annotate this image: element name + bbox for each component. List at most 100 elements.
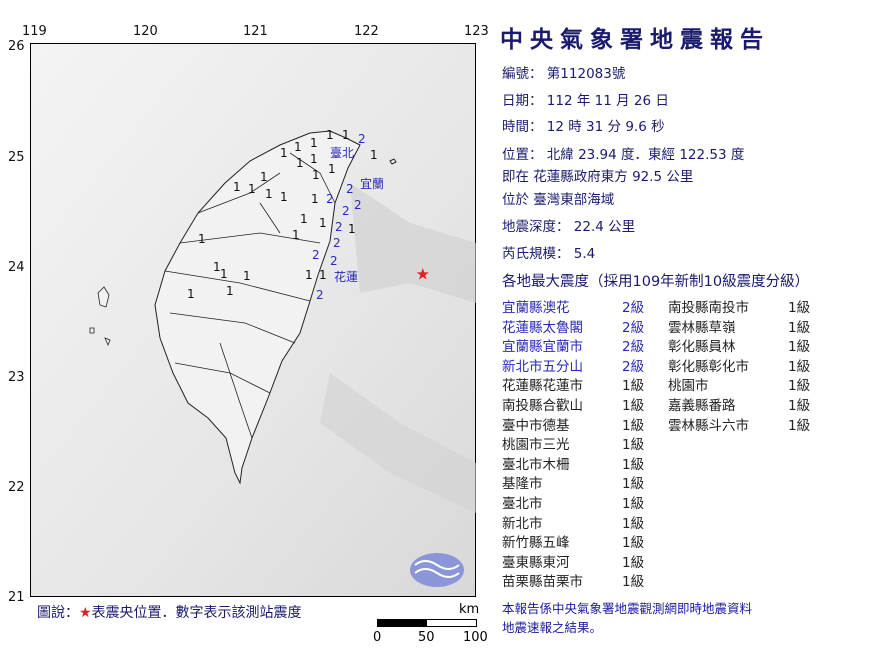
station-intensity: 1: [310, 152, 318, 166]
intensity-level: 1級: [788, 300, 811, 316]
intensity-place: 宜蘭縣宜蘭市: [502, 339, 583, 356]
intensity-place: 彰化縣員林: [668, 339, 736, 356]
intensity-place: 桃園市: [668, 378, 709, 395]
station-intensity: 1: [220, 267, 228, 281]
city-label-hualien: 花蓮: [334, 269, 358, 284]
station-intensity: 1: [187, 287, 195, 301]
station-intensity: 1: [292, 228, 300, 242]
station-intensity: 2: [346, 182, 354, 196]
lon-tick: 121: [243, 24, 268, 39]
map-legend: 圖說：★表震央位置．數字表示該測站震度: [37, 605, 302, 621]
intensity-header: 各地最大震度（採用109年新制10級震度分級）: [502, 274, 810, 290]
intensity-place: 臺東縣東河: [502, 554, 570, 571]
station-intensity: 1: [280, 190, 288, 204]
report-date: 日期： 112 年 11 月 26 日: [502, 93, 669, 109]
intensity-place: 南投縣合歡山: [502, 398, 583, 414]
footnote: 本報告係中央氣象署地震觀測網即時地震資料 地震速報之結果。: [502, 601, 753, 635]
intensity-place: 新竹縣五峰: [502, 535, 570, 552]
station-intensity: 1: [342, 128, 350, 142]
epicenter-star-icon: ★: [416, 265, 430, 284]
station-intensity: 2: [342, 204, 350, 218]
scale-tick: 50: [418, 630, 435, 645]
intensity-level: 1級: [622, 496, 645, 512]
intensity-place: 新北市五分山: [502, 358, 583, 375]
scale-unit: km: [459, 602, 480, 617]
station-intensity: 2: [354, 198, 362, 212]
station-intensity: 2: [316, 288, 324, 302]
lon-tick: 119: [22, 24, 47, 39]
report-region: 位於 臺灣東部海域: [502, 192, 615, 208]
intensity-level: 1級: [622, 574, 645, 591]
station-intensity: 1: [319, 216, 327, 230]
station-intensity: 1: [294, 140, 302, 154]
lon-tick: 122: [354, 24, 379, 39]
station-intensity: 2: [335, 220, 343, 234]
station-intensity: 2: [330, 254, 338, 268]
station-intensity: 1: [300, 212, 308, 226]
station-intensity: 1: [198, 232, 206, 246]
station-intensity: 1: [226, 284, 234, 298]
intensity-place: 桃園市三光: [502, 437, 570, 454]
intensity-level: 2級: [622, 358, 645, 375]
intensity-place: 嘉義縣番路: [668, 398, 736, 414]
report-time: 時間： 12 時 31 分 9.6 秒: [502, 119, 665, 135]
county-borders: [164, 152, 336, 439]
taiwan-island: [154, 130, 361, 485]
report-number: 編號： 第112083號: [502, 66, 626, 82]
city-label-taipei: 臺北: [330, 145, 354, 160]
intensity-level: 1級: [788, 378, 811, 395]
lat-tick: 25: [8, 150, 25, 165]
station-intensity: 2: [358, 132, 366, 146]
page-title: 中央氣象署地震報告: [500, 27, 770, 53]
report-relative: 即在 花蓮縣政府東方 92.5 公里: [502, 169, 694, 185]
intensity-level: 2級: [622, 319, 645, 336]
lon-tick: 120: [133, 24, 158, 39]
report-magnitude: 芮氏規模： 5.4: [502, 246, 596, 262]
intensity-place: 臺中市德基: [502, 417, 570, 434]
lat-tick: 26: [8, 39, 25, 54]
intensity-level: 1級: [622, 535, 645, 552]
lat-tick: 21: [8, 590, 25, 605]
intensity-place: 雲林縣斗六市: [668, 417, 749, 434]
intensity-place: 花蓮縣花蓮市: [502, 378, 583, 395]
station-intensity: 1: [280, 146, 288, 160]
intensity-level: 1級: [788, 319, 811, 336]
station-intensity: 1: [260, 170, 268, 184]
station-intensity: 1: [328, 162, 336, 176]
lat-tick: 22: [8, 480, 25, 495]
intensity-place: 苗栗縣苗栗市: [502, 574, 583, 591]
intensity-level: 1級: [788, 358, 811, 375]
report-location: 位置： 北緯 23.94 度．東經 122.53 度: [502, 147, 745, 163]
intensity-level: 1級: [622, 554, 645, 571]
scale-bar: [377, 619, 477, 627]
penghu-islands: [89, 286, 111, 347]
intensity-level: 1級: [622, 456, 645, 473]
lat-tick: 24: [8, 260, 25, 275]
station-intensity: 1: [265, 187, 273, 201]
station-intensity: 1: [312, 168, 320, 182]
station-intensity: 1: [310, 136, 318, 150]
station-intensity: 2: [333, 236, 341, 250]
intensity-place: 臺北市木柵: [502, 456, 570, 473]
intensity-level: 1級: [622, 476, 645, 493]
intensity-level: 1級: [622, 378, 645, 395]
intensity-place: 彰化縣彰化市: [668, 358, 749, 375]
intensity-level: 1級: [622, 417, 645, 434]
station-intensity: 1: [248, 182, 256, 196]
guishan-island: [389, 158, 397, 165]
station-intensity: 1: [311, 192, 319, 206]
station-intensity: 1: [233, 180, 241, 194]
scale-tick: 100: [463, 630, 488, 645]
intensity-place: 宜蘭縣澳花: [502, 300, 570, 316]
intensity-level: 2級: [622, 300, 645, 316]
station-intensity: 1: [326, 128, 334, 142]
intensity-level: 1級: [622, 515, 645, 532]
intensity-level: 1級: [788, 339, 811, 356]
intensity-level: 1級: [622, 398, 645, 414]
star-icon: ★: [79, 605, 92, 621]
station-intensity: 2: [326, 192, 334, 206]
agency-logo: [410, 553, 464, 587]
seafloor-trench: [320, 373, 476, 513]
intensity-level: 1級: [788, 417, 811, 434]
